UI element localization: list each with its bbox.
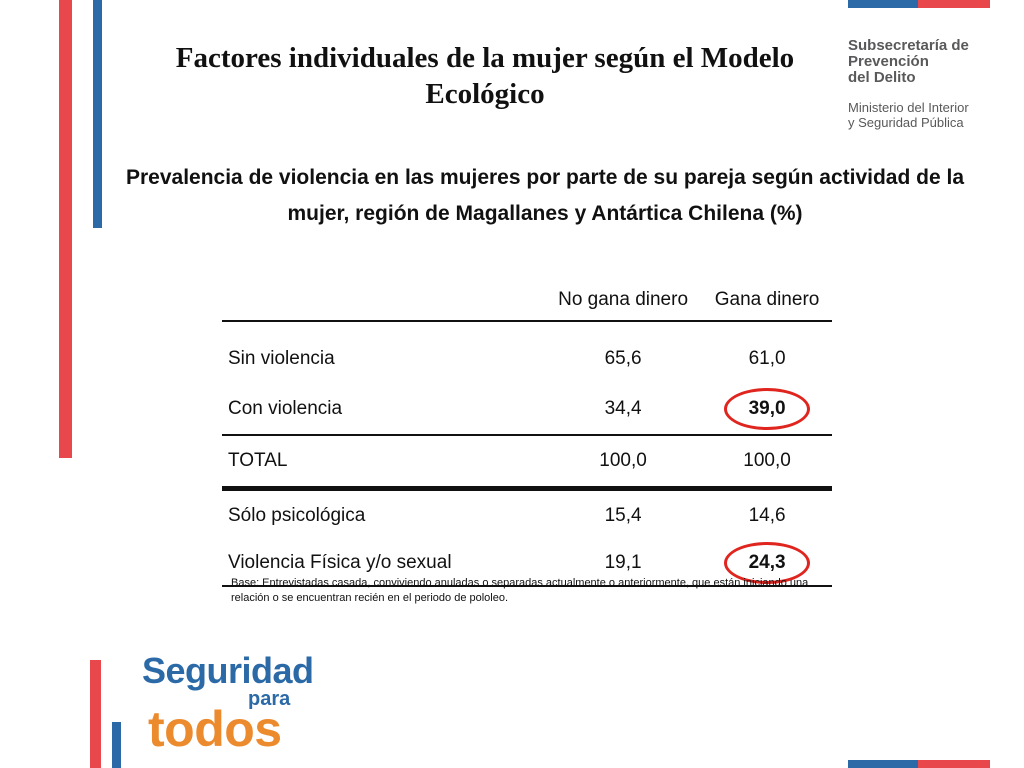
cell-no-gana: 34,4 (544, 384, 703, 436)
header-empty (222, 280, 544, 322)
bottom-right-blue-stripe (848, 760, 918, 768)
row-label: Sólo psicológica (228, 505, 366, 526)
ministry-line-1: Ministerio del Interior (848, 100, 969, 115)
brand-line-2: Prevención (848, 53, 929, 70)
table-row: Sin violencia 65,6 61,0 (222, 334, 832, 384)
row-label: Con violencia (222, 384, 544, 436)
bottom-left-red-stripe (90, 660, 101, 768)
logo-para: para (248, 688, 291, 710)
highlighted-value: 39,0 (724, 387, 811, 430)
cell-gana: 100,0 (702, 435, 832, 491)
table-caption: Prevalencia de violencia en las mujeres … (125, 166, 965, 225)
table-footnote: Base: Entrevistadas casada, conviviendo … (231, 577, 809, 604)
row-label: TOTAL (222, 435, 544, 491)
cell-gana-highlighted: 39,0 (702, 384, 832, 436)
brand-name: Subsecretaría de Prevención del Delito (848, 38, 1008, 86)
logo-seguridad: Seguridad (142, 650, 314, 691)
table-row: Con violencia 34,4 39,0 (222, 384, 832, 436)
cell-no-gana: 65,6 (604, 348, 642, 369)
highlighted-value-text: 39,0 (748, 398, 786, 419)
table-header-row: No gana dinero Gana dinero (222, 280, 832, 322)
table-row: Violencia Física y/o sexual 19,1 24,3 (222, 541, 832, 587)
bottom-right-red-stripe (918, 760, 990, 768)
brand-ministry: Ministerio del Interior y Seguridad Públ… (848, 100, 1008, 130)
table-row: Sólo psicológica 15,4 14,6 (222, 489, 832, 542)
header-no-gana: No gana dinero (544, 280, 703, 322)
cell-no-gana: 15,4 (604, 505, 642, 526)
row-label: Violencia Física y/o sexual (222, 541, 544, 587)
cell-no-gana: 19,1 (544, 541, 703, 587)
cell-no-gana: 100,0 (544, 435, 703, 491)
cell-gana: 61,0 (748, 348, 786, 369)
logo-todos: todos (148, 701, 282, 757)
prevalence-table: No gana dinero Gana dinero Sin violencia… (222, 280, 832, 587)
left-red-stripe (59, 0, 72, 458)
header-gana: Gana dinero (702, 280, 832, 322)
slide-title: Factores individuales de la mujer según … (175, 42, 795, 110)
highlighted-value-text: 24,3 (748, 552, 786, 573)
top-right-blue-stripe (848, 0, 918, 8)
brand-line-3: del Delito (848, 69, 916, 86)
brand-line-1: Subsecretaría de (848, 37, 969, 54)
row-label: Sin violencia (228, 348, 335, 369)
table-row-total: TOTAL 100,0 100,0 (222, 435, 832, 491)
top-right-red-stripe (918, 0, 990, 8)
bottom-left-blue-stripe (112, 722, 121, 768)
cell-gana: 14,6 (748, 505, 786, 526)
highlighted-value: 24,3 (724, 541, 811, 584)
ministry-line-2: y Seguridad Pública (848, 115, 964, 130)
left-blue-stripe (93, 0, 102, 228)
spacer-row (222, 321, 832, 334)
